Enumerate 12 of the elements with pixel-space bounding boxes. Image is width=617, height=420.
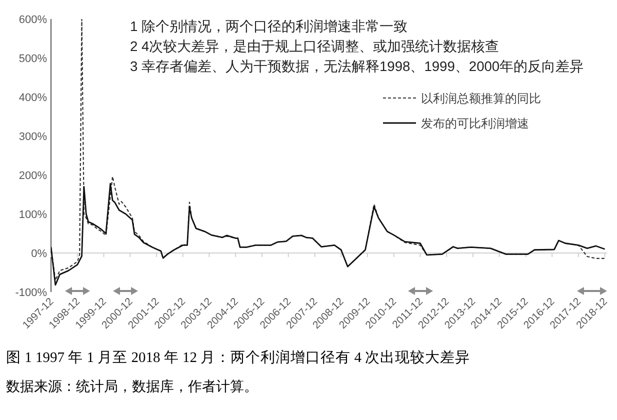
title: 图 1 1997 年 1 月至 2018 年 12 月：两个利润增口径有 4 次出现较大差异 [6, 350, 470, 366]
y-tick-label: 500% [18, 53, 48, 65]
y-tick-label: 200% [18, 170, 48, 182]
legend-label: 发布的可比利润增速 [421, 116, 529, 130]
y-tick-label: 300% [18, 131, 48, 143]
y-tick-label: 400% [18, 92, 48, 104]
source: 数据来源：统计局，数据库，作者计算。 [6, 380, 258, 395]
y-tick-label: 100% [18, 209, 48, 221]
y-tick-label: -100% [15, 287, 48, 299]
y-tick-label: 600% [18, 14, 48, 26]
legend-label: 以利润总额推算的同比 [421, 92, 541, 106]
y-tick-label: 0% [31, 248, 48, 260]
